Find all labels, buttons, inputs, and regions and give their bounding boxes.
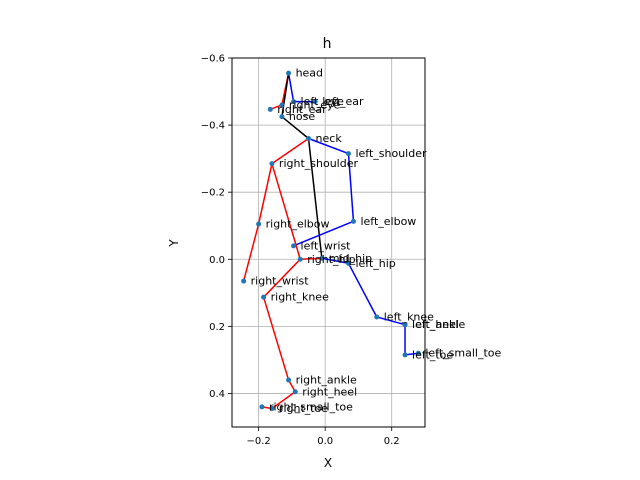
keypoint-head <box>286 70 292 76</box>
label-right_ear: right_ear <box>277 103 327 116</box>
x-axis-ticks: −0.2 0.0 0.2 <box>246 427 400 447</box>
bone-neck-mid_hip <box>307 137 323 260</box>
keypoint-right_toe <box>269 406 275 412</box>
label-left_toe: left_toe <box>412 348 453 361</box>
keypoint-right_heel <box>292 389 298 395</box>
y-tick-label: −0.2 <box>201 188 225 199</box>
label-right_knee: right_knee <box>271 291 329 304</box>
keypoint-left_ear <box>312 99 318 105</box>
chart-title: h <box>323 36 332 52</box>
keypoint-right_ankle <box>286 377 292 383</box>
keypoint-left_shoulder <box>345 151 351 157</box>
bone-nose-neck <box>281 115 310 140</box>
keypoint-left_wrist <box>291 243 297 249</box>
label-left_heel: left_heel <box>412 318 459 331</box>
keypoint-right_wrist <box>241 278 247 284</box>
label-right_ankle: right_ankle <box>296 374 357 387</box>
keypoint-mid_hip <box>319 255 325 261</box>
label-right_elbow: right_elbow <box>266 218 330 231</box>
keypoint-left_heel <box>402 322 408 328</box>
keypoint-left_knee <box>374 314 380 320</box>
keypoint-left_eye <box>291 99 297 105</box>
bone-neck-right_shoulder <box>271 137 310 165</box>
keypoint-nose <box>279 114 285 120</box>
bone-mid_hip-left_hip <box>321 257 350 265</box>
label-right_heel: right_heel <box>302 385 357 398</box>
grid-lines <box>232 57 425 427</box>
keypoint-left_elbow <box>350 218 356 224</box>
bone-right_hip-right_knee <box>262 258 301 298</box>
keypoint-right_shoulder <box>269 161 275 167</box>
keypoint-labels: head left_eyeright_eyeleft_earright_earno… <box>251 67 502 415</box>
axes-frame <box>231 57 426 428</box>
x-tick-label: −0.2 <box>246 436 270 447</box>
label-left_elbow: left_elbow <box>360 215 416 228</box>
label-left_small_toe: left_small_toe <box>425 347 501 360</box>
y-tick-label: 0.2 <box>209 322 225 333</box>
bone-head-nose <box>281 72 290 118</box>
label-right_shoulder: right_shoulder <box>279 157 359 170</box>
keypoint-right_eye <box>279 102 285 108</box>
bone-head-left_eye <box>287 72 295 103</box>
keypoint-right_knee <box>261 294 267 300</box>
label-left_hip: left_hip <box>355 257 395 270</box>
bone-right_shoulder-right_hip <box>271 162 301 261</box>
label-left_wrist: left_wrist <box>301 239 352 252</box>
label-right_eye: right_eye <box>289 98 341 111</box>
bone-left_hip-left_knee <box>347 262 378 318</box>
bone-neck-left_shoulder <box>307 137 350 155</box>
y-axis-label: Y <box>167 239 181 248</box>
y-tick-label: 0.0 <box>209 255 225 266</box>
bone-left_shoulder-left_elbow <box>347 152 355 223</box>
label-head: head <box>296 67 323 80</box>
y-tick-label: −0.6 <box>201 54 225 65</box>
y-tick-label: 0.4 <box>209 389 225 400</box>
keypoint-left_small_toe <box>415 350 421 356</box>
label-mid_hip: mid_hip <box>329 252 372 265</box>
bone-right_knee-right_ankle <box>262 296 290 381</box>
keypoint-right_elbow <box>256 221 262 227</box>
label-left_ear: left_ear <box>322 95 364 108</box>
x-tick-label: 0.0 <box>317 436 333 447</box>
bone-right_heel-right_toe <box>271 391 296 410</box>
keypoint-right_hip <box>297 256 303 262</box>
x-axis-label: X <box>324 456 332 470</box>
x-tick-label: 0.2 <box>384 436 400 447</box>
keypoints <box>241 70 421 412</box>
y-axis-ticks: −0.6 −0.4 −0.2 0.0 0.2 0.4 <box>201 54 232 400</box>
label-neck: neck <box>316 132 343 145</box>
bone-right_elbow-right_wrist <box>242 223 260 282</box>
bone-right_shoulder-right_elbow <box>257 162 273 225</box>
bone-left_knee-left_ankle <box>376 316 406 326</box>
label-right_hip: right_hip <box>307 253 355 266</box>
bone-mid_hip-right_hip <box>299 257 323 261</box>
y-tick-label: −0.4 <box>201 121 225 132</box>
label-right_small_toe: right_small_toe <box>269 400 353 413</box>
label-nose: nose <box>289 110 315 123</box>
keypoint-left_hip <box>345 260 351 266</box>
label-left_shoulder: left_shoulder <box>355 147 427 160</box>
label-left_knee: left_knee <box>384 310 434 323</box>
bone-left_elbow-left_wrist <box>292 220 355 247</box>
label-left_eye: left_eye <box>301 95 345 108</box>
keypoint-right_small_toe <box>259 404 265 410</box>
keypoint-right_ear <box>267 106 273 112</box>
label-right_wrist: right_wrist <box>251 275 310 288</box>
label-right_toe: right_toe <box>279 402 328 415</box>
keypoint-neck <box>306 136 312 142</box>
keypoint-left_toe <box>402 352 408 358</box>
